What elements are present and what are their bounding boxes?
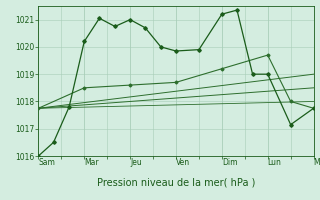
X-axis label: Pression niveau de la mer( hPa ): Pression niveau de la mer( hPa ) [97,178,255,188]
Text: Dim: Dim [222,158,237,167]
Text: Sam: Sam [38,158,55,167]
Text: Jeu: Jeu [130,158,142,167]
Text: Lun: Lun [268,158,282,167]
Text: Ven: Ven [176,158,190,167]
Text: Mer: Mer [314,158,320,167]
Text: Mar: Mar [84,158,99,167]
